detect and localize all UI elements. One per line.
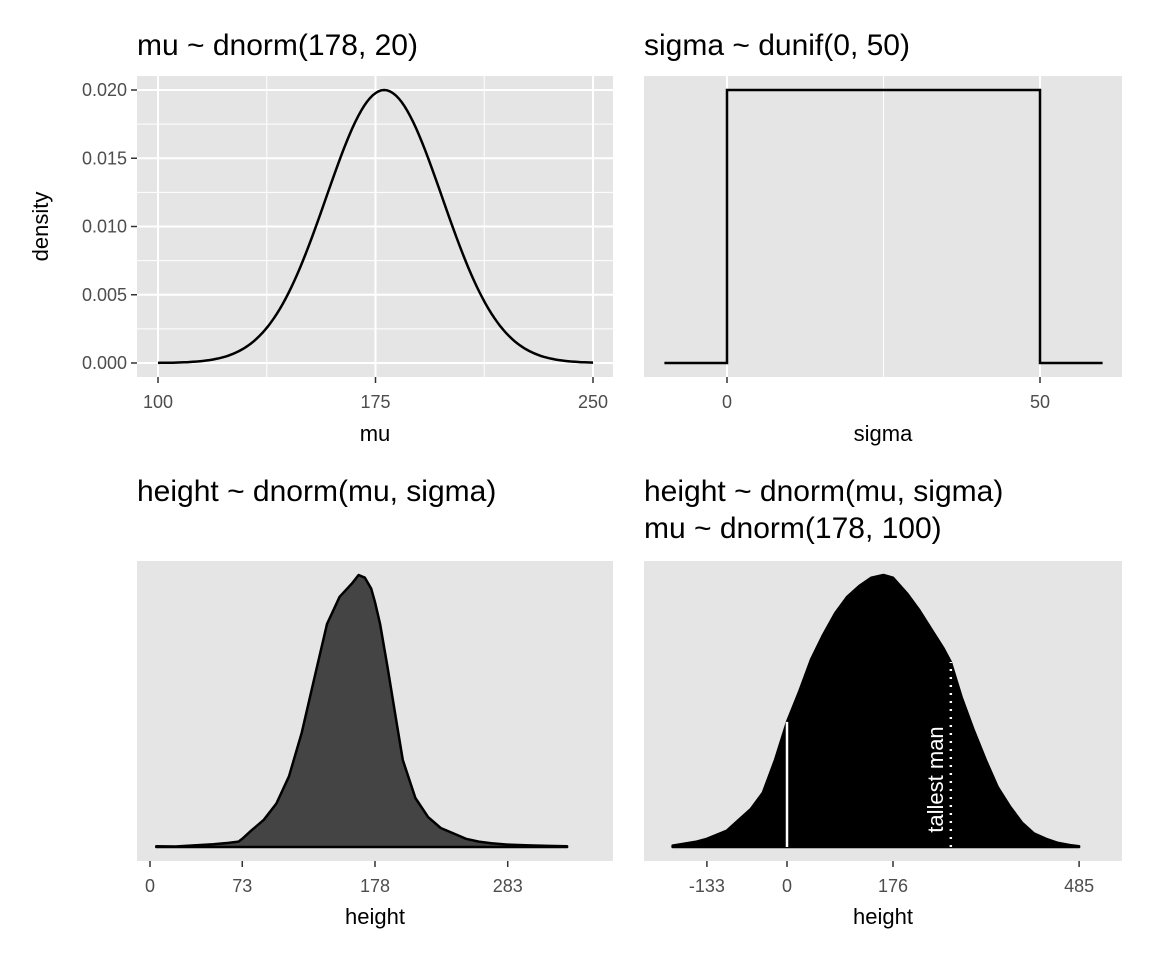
x-tick-label: 0 [722, 392, 732, 412]
panel-title: height ~ dnorm(mu, sigma) [644, 475, 1003, 508]
x-axis-title: height [345, 904, 405, 929]
panel-title: mu ~ dnorm(178, 100) [644, 512, 942, 545]
x-tick-label: 73 [232, 876, 252, 896]
tallest-man-label: tallest man [923, 726, 948, 832]
uniform-density-line [664, 88, 1103, 365]
x-tick-label: 175 [360, 392, 390, 412]
x-tick-label: 178 [360, 876, 390, 896]
panel-title: height ~ dnorm(mu, sigma) [137, 475, 496, 508]
x-axis-title: mu [360, 421, 391, 446]
density-area [155, 573, 569, 849]
panel-1: mu ~ dnorm(178, 20) 100 175 250 mu 0.000 0.005… [28, 29, 613, 446]
density-area [671, 573, 1081, 849]
panel-2: sigma ~ dunif(0, 50) 0 50 sigma [644, 29, 1122, 446]
panel-3: height ~ dnorm(mu, sigma) 0 73 178 283 height [137, 475, 613, 929]
y-tick-label: 0.010 [82, 217, 127, 237]
x-tick-label: 100 [143, 392, 173, 412]
y-axis-title: density [28, 192, 53, 262]
x-tick-label: 485 [1064, 876, 1094, 896]
y-tick-label: 0.020 [82, 80, 127, 100]
x-axis-title: height [853, 904, 913, 929]
panel-title: sigma ~ dunif(0, 50) [644, 29, 910, 62]
x-tick-label: 283 [493, 876, 523, 896]
x-tick-label: 50 [1030, 392, 1050, 412]
y-tick-label: 0.005 [82, 285, 127, 305]
panel-title: mu ~ dnorm(178, 20) [137, 29, 418, 62]
gridlines [137, 76, 613, 377]
x-tick-label: 250 [578, 392, 608, 412]
density-curve [157, 88, 594, 365]
panel-4: height ~ dnorm(mu, sigma) mu ~ dnorm(178,… [644, 475, 1122, 929]
x-tick-label: 176 [878, 876, 908, 896]
x-axis-title: sigma [854, 421, 913, 446]
x-tick-label: 0 [782, 876, 792, 896]
y-tick-label: 0.015 [82, 148, 127, 168]
y-tick-label: 0.000 [82, 353, 127, 373]
x-tick-label: 0 [145, 876, 155, 896]
x-tick-label: -133 [689, 876, 725, 896]
